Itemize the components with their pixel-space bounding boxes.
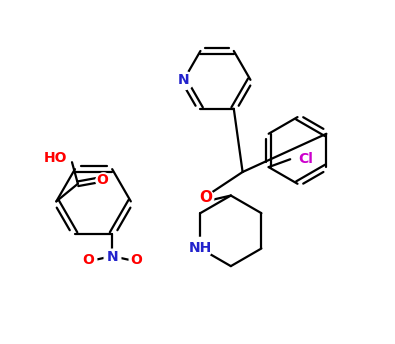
Text: HO: HO [44,151,67,165]
Text: N: N [178,73,190,87]
Text: O: O [131,253,143,267]
Text: N: N [106,250,118,264]
Text: O: O [199,190,212,205]
Text: O: O [82,253,94,267]
Text: NH: NH [189,241,212,256]
Text: Cl: Cl [298,152,313,166]
Text: O: O [97,173,109,187]
